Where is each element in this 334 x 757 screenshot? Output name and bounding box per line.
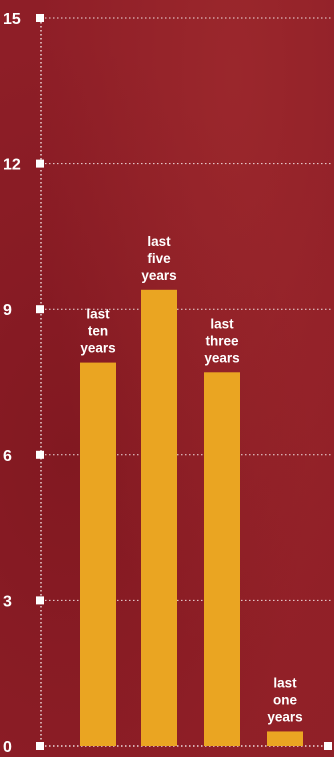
y-tick-mark [36,305,44,314]
bar-category-label-line: last [210,316,234,331]
bar-category-label: last ten years [80,307,115,356]
y-tick-mark [36,742,44,750]
y-tick-label: 0 [3,739,12,756]
bar-category-label-line: years [204,350,239,365]
y-tick-mark [36,450,44,459]
y-tick-label: 12 [3,157,21,174]
bar-category-label-line: years [141,268,176,283]
bar [80,362,116,746]
y-tick-label: 15 [3,11,21,28]
bar [141,289,177,746]
y-tick-mark [36,159,44,168]
y-tick-label: 6 [3,448,12,465]
bar [267,731,303,746]
bar-category-label-line: years [80,341,115,356]
bar-category-label-line: last [147,234,171,249]
y-tick-label: 3 [3,593,12,610]
y-tick-mark [36,14,44,22]
bar-category-label: last five years [141,234,176,283]
bar [204,372,240,746]
y-tick-label: 9 [3,302,12,319]
bar-category-label-line: five [147,251,171,266]
x-axis-end-mark [324,742,332,750]
bar-category-label: last one years [267,675,302,724]
bar-category-label-line: three [205,333,239,348]
y-tick-mark [36,596,44,605]
bar-category-label-line: last [273,675,297,690]
bar-category-label-line: ten [88,324,108,339]
bar-category-label-line: one [273,692,297,707]
bar-category-label: last three years [204,316,239,365]
bar-category-label-line: years [267,709,302,724]
bar-category-label-line: last [86,307,110,322]
